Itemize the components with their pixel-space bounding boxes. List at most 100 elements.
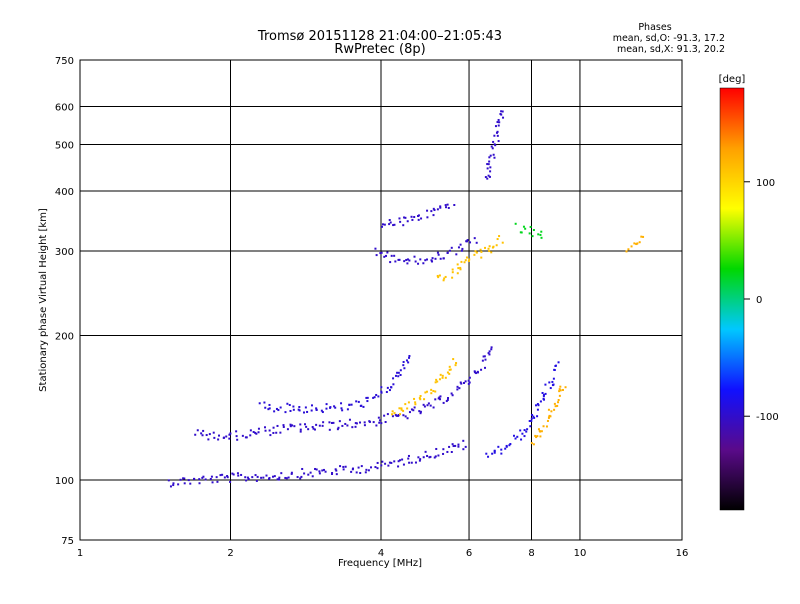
echo-point bbox=[419, 258, 422, 261]
echo-point bbox=[355, 471, 358, 474]
echo-point bbox=[211, 481, 214, 484]
echo-point bbox=[321, 469, 324, 472]
echo-point bbox=[417, 262, 420, 265]
echo-point bbox=[540, 430, 543, 433]
echo-point bbox=[335, 469, 338, 472]
echo-point bbox=[272, 426, 275, 429]
echo-point bbox=[438, 274, 441, 277]
echo-point bbox=[474, 250, 477, 253]
echo-point bbox=[456, 388, 459, 391]
echo-point bbox=[419, 398, 422, 401]
x-tick-label: 16 bbox=[676, 548, 689, 559]
echo-point bbox=[448, 445, 451, 448]
echo-point bbox=[419, 412, 422, 415]
echo-point bbox=[541, 391, 544, 394]
echo-point bbox=[433, 456, 436, 459]
echo-point bbox=[380, 386, 383, 389]
echo-point bbox=[273, 410, 276, 413]
echo-point bbox=[208, 433, 211, 436]
echo-point bbox=[411, 218, 414, 221]
colorbar-ticks: 100 0 -100 bbox=[744, 178, 779, 423]
echo-point bbox=[536, 435, 539, 438]
echo-point bbox=[552, 377, 555, 380]
echo-point bbox=[537, 404, 540, 407]
echo-point bbox=[276, 478, 279, 481]
echo-point bbox=[418, 410, 421, 413]
echo-point bbox=[557, 401, 560, 404]
echo-point bbox=[298, 409, 301, 412]
echo-point bbox=[434, 390, 437, 393]
echo-point bbox=[553, 408, 556, 411]
echo-point bbox=[202, 429, 205, 432]
echo-point bbox=[453, 203, 456, 206]
echo-point bbox=[430, 388, 433, 391]
echo-point bbox=[464, 445, 467, 448]
echo-point bbox=[439, 373, 442, 376]
echo-point bbox=[381, 223, 384, 226]
echo-point bbox=[459, 266, 462, 269]
y-axis-label: Stationary phase Virtual Height [km] bbox=[38, 208, 49, 392]
echo-point bbox=[535, 404, 538, 407]
echo-point bbox=[430, 259, 433, 262]
echo-point bbox=[315, 423, 318, 426]
echo-point bbox=[497, 124, 500, 127]
echo-point bbox=[497, 445, 500, 448]
echo-point bbox=[434, 257, 437, 260]
echo-point bbox=[435, 447, 438, 450]
echo-point bbox=[321, 411, 324, 414]
echo-point bbox=[494, 144, 497, 147]
echo-point bbox=[341, 409, 344, 412]
echo-point bbox=[488, 156, 491, 159]
echo-point bbox=[514, 222, 517, 225]
echo-point bbox=[354, 422, 357, 425]
echo-point bbox=[213, 436, 216, 439]
data-points bbox=[167, 110, 645, 488]
echo-point bbox=[304, 406, 307, 409]
echo-point bbox=[451, 276, 454, 279]
echo-point bbox=[389, 221, 392, 224]
echo-point bbox=[467, 260, 470, 263]
echo-point bbox=[542, 395, 545, 398]
echo-point bbox=[408, 259, 411, 262]
echo-point bbox=[346, 408, 349, 411]
echo-point bbox=[384, 462, 387, 465]
echo-point bbox=[269, 434, 272, 437]
echo-point bbox=[457, 443, 460, 446]
echo-point bbox=[553, 402, 556, 405]
echo-point bbox=[357, 466, 360, 469]
echo-point bbox=[493, 134, 496, 137]
y-tick-label: 750 bbox=[55, 56, 74, 67]
echo-point bbox=[559, 385, 562, 388]
echo-point bbox=[561, 388, 564, 391]
echo-point bbox=[318, 472, 321, 475]
y-tick-label: 600 bbox=[55, 103, 74, 114]
echo-point bbox=[217, 438, 220, 441]
echo-point bbox=[252, 430, 255, 433]
echo-point bbox=[640, 235, 643, 238]
echo-point bbox=[544, 383, 547, 386]
echo-point bbox=[525, 430, 528, 433]
echo-point bbox=[437, 253, 440, 256]
echo-point bbox=[324, 470, 327, 473]
echo-point bbox=[633, 242, 636, 245]
echo-point bbox=[340, 407, 343, 410]
echo-point bbox=[299, 428, 302, 431]
echo-point bbox=[257, 427, 260, 430]
echo-point bbox=[395, 414, 398, 417]
echo-point bbox=[289, 409, 292, 412]
echo-point bbox=[305, 425, 308, 428]
echo-point bbox=[468, 381, 471, 384]
echo-point bbox=[539, 400, 542, 403]
echo-point bbox=[397, 375, 400, 378]
echo-point bbox=[487, 163, 490, 166]
echo-point bbox=[418, 459, 421, 462]
echo-point bbox=[282, 425, 285, 428]
echo-point bbox=[204, 478, 207, 481]
colorbar bbox=[719, 87, 745, 511]
echo-point bbox=[446, 203, 449, 206]
echo-point bbox=[495, 244, 498, 247]
echo-point bbox=[397, 465, 400, 468]
echo-point bbox=[448, 365, 451, 368]
echo-point bbox=[386, 413, 389, 416]
echo-point bbox=[489, 170, 492, 173]
